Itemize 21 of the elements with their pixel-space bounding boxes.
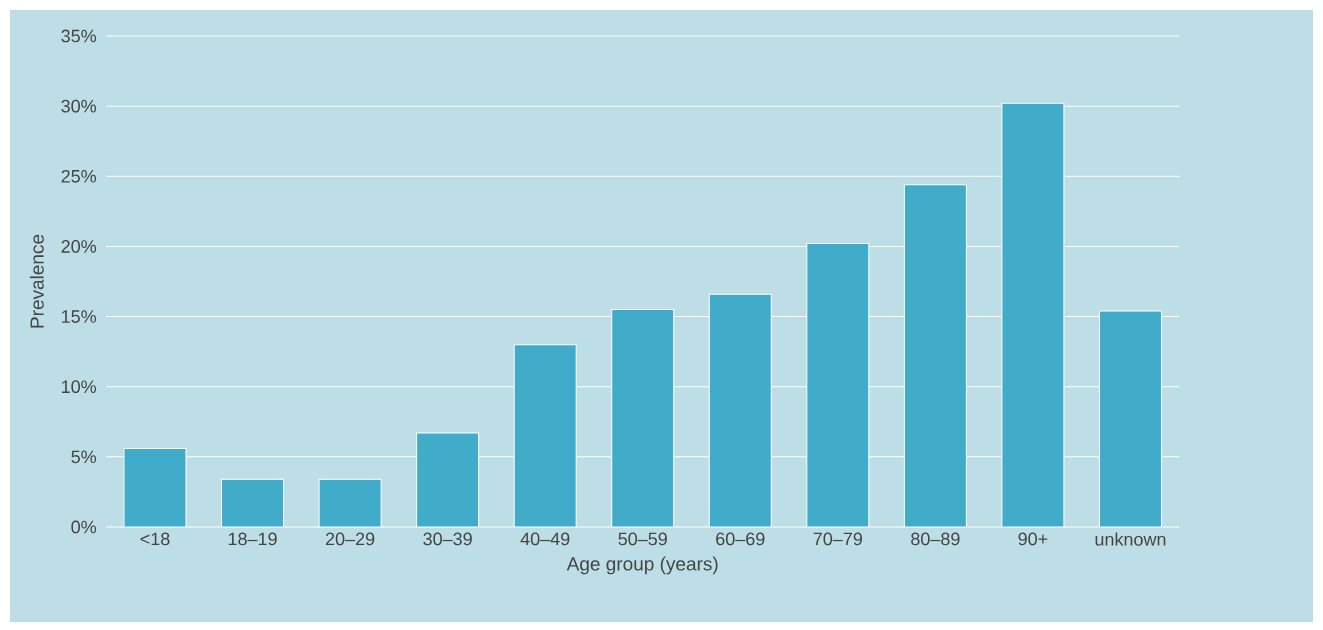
- y-tick-label: 25%: [61, 169, 97, 183]
- x-tick-label: 20–29: [325, 532, 375, 546]
- x-axis-title: Age group (years): [566, 556, 718, 575]
- x-tick-label: unknown: [1095, 532, 1166, 546]
- y-axis-title: Prevalence: [29, 234, 44, 328]
- x-tick-label: 50–59: [618, 532, 667, 546]
- x-tick-label: 80–89: [911, 532, 960, 546]
- x-tick-label: 30–39: [423, 532, 472, 546]
- y-tick-label: 35%: [61, 29, 97, 43]
- x-tick-label: <18: [140, 532, 170, 546]
- x-tick-label: 70–79: [813, 532, 862, 546]
- y-tick-label: 0%: [71, 520, 97, 534]
- y-tick-label: 5%: [71, 450, 97, 464]
- y-tick-label: 30%: [61, 99, 97, 113]
- x-tick-label: 60–69: [716, 532, 765, 546]
- x-tick-label: 18–19: [228, 532, 277, 546]
- x-tick-label: 90+: [1018, 532, 1048, 546]
- x-tick-label: 40–49: [520, 532, 570, 546]
- y-tick-label: 15%: [62, 310, 97, 323]
- y-tick-label: 20%: [61, 240, 97, 253]
- y-tick-label: 10%: [62, 380, 97, 394]
